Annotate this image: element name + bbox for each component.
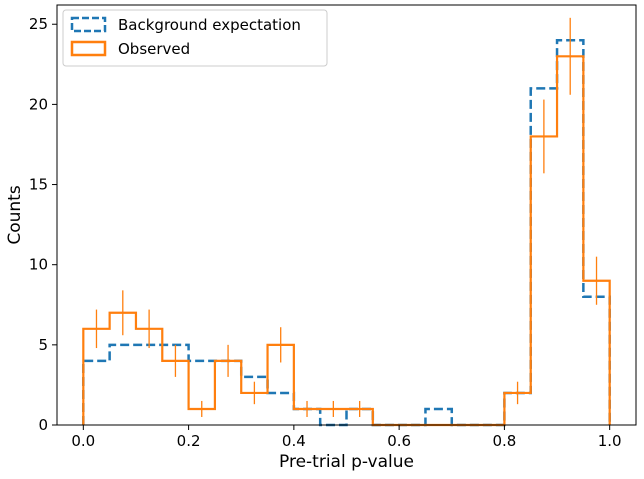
x-tick-label: 1.0 bbox=[598, 432, 622, 450]
series-layer bbox=[82, 17, 611, 427]
observed-series bbox=[82, 55, 611, 427]
y-axis-label: Counts bbox=[5, 185, 25, 244]
y-tick-label: 10 bbox=[29, 256, 48, 274]
plot-frame bbox=[56, 4, 637, 426]
x-tick-label: 0.0 bbox=[71, 432, 95, 450]
legend: Background expectation Observed bbox=[62, 9, 328, 67]
y-tick-label: 0 bbox=[38, 416, 48, 434]
legend-label-observed: Observed bbox=[118, 40, 190, 58]
ticks-layer: 0.0 0.2 0.4 0.6 0.8 1.0 0 5 10 15 20 25 bbox=[29, 15, 622, 450]
y-tick-label: 5 bbox=[38, 336, 48, 354]
x-axis-label: Pre-trial p-value bbox=[279, 452, 414, 472]
x-tick-label: 0.6 bbox=[387, 432, 411, 450]
y-tick-label: 25 bbox=[29, 15, 48, 33]
y-tick-label: 20 bbox=[29, 95, 48, 113]
legend-swatch-background bbox=[70, 16, 107, 33]
background-expectation-series bbox=[82, 39, 611, 427]
x-tick-label: 0.2 bbox=[177, 432, 201, 450]
legend-swatch-observed bbox=[70, 40, 107, 57]
x-tick-label: 0.4 bbox=[282, 432, 306, 450]
legend-box bbox=[62, 9, 328, 67]
legend-label-background: Background expectation bbox=[118, 16, 301, 34]
y-tick-label: 15 bbox=[29, 176, 48, 194]
x-tick-label: 0.8 bbox=[492, 432, 516, 450]
